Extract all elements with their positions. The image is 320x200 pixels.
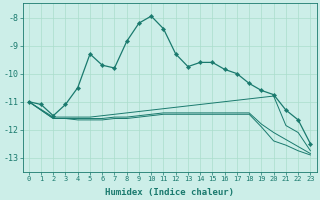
X-axis label: Humidex (Indice chaleur): Humidex (Indice chaleur) [105, 188, 234, 197]
